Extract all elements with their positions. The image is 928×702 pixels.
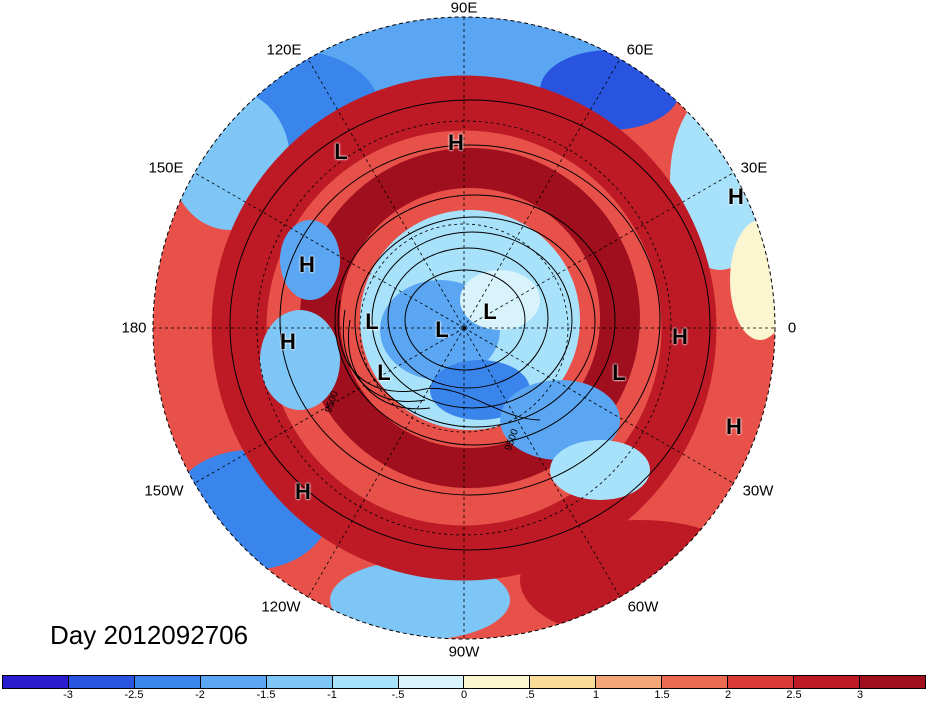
lon-label-90w: 90W	[448, 643, 480, 661]
pressure-center-h: H	[672, 324, 688, 349]
pressure-center-h: H	[728, 184, 744, 209]
colorbar-tick-label: -1	[327, 689, 337, 701]
pressure-center-h: H	[295, 479, 311, 504]
graticule	[153, 17, 775, 639]
colorbar-segment	[266, 676, 333, 688]
pressure-center-l: L	[612, 360, 626, 385]
pressure-center-l: L	[365, 309, 379, 334]
lon-label-150w: 150W	[144, 482, 184, 500]
colorbar-segment	[68, 676, 135, 688]
colorbar-segment	[530, 676, 597, 688]
colorbar-tick-label: 1	[592, 689, 600, 701]
colorbar-segment	[3, 676, 69, 688]
colorbar-segment	[859, 676, 925, 688]
height-contours	[229, 99, 711, 551]
pressure-center-l: L	[435, 317, 449, 342]
colorbar-tick-label: -2.5	[124, 689, 144, 701]
colorbar-segment	[662, 676, 729, 688]
pressure-center-h: H	[726, 414, 742, 439]
lon-label-30w: 30W	[742, 482, 774, 500]
lon-label-0: 0	[787, 319, 797, 337]
colorbar-segment	[332, 676, 399, 688]
colorbar-tick-label: -3	[63, 689, 73, 701]
pressure-center-l: L	[377, 360, 391, 385]
lon-label-150e: 150E	[148, 159, 184, 177]
pressure-center-h: H	[448, 130, 464, 155]
pressure-center-h: H	[280, 329, 296, 354]
pressure-center-l: L	[483, 299, 497, 324]
colorbar	[2, 675, 926, 689]
colorbar-segment	[200, 676, 267, 688]
anomaly-field	[153, 17, 775, 639]
lon-label-60w: 60W	[627, 598, 659, 616]
lon-label-120e: 120E	[266, 41, 302, 59]
colorbar-tick-label: 2.5	[786, 689, 802, 701]
pressure-center-h: H	[299, 252, 315, 277]
colorbar-segment	[464, 676, 531, 688]
colorbar-tick-label: -2	[195, 689, 205, 701]
colorbar-tick-label: 0	[460, 689, 468, 701]
colorbar-segment	[134, 676, 201, 688]
lon-label-60e: 60E	[626, 41, 654, 59]
colorbar-tick-label: 1.5	[654, 689, 670, 701]
colorbar-segment	[596, 676, 663, 688]
colorbar-tick-label: -1.5	[256, 689, 276, 701]
pressure-center-l: L	[334, 139, 348, 164]
day-label: Day 2012092706	[50, 620, 249, 650]
lon-label-30e: 30E	[740, 159, 768, 177]
colorbar-tick-label: .5	[525, 689, 535, 701]
colorbar-segment	[728, 676, 795, 688]
colorbar-segment	[794, 676, 860, 688]
lon-label-90e: 90E	[450, 0, 478, 17]
colorbar-tick-label: 3	[856, 689, 864, 701]
lon-label-180: 180	[121, 319, 147, 337]
lon-label-120w: 120W	[261, 598, 301, 616]
map-boundary	[152, 16, 776, 640]
colorbar-tick-label: -.5	[391, 689, 405, 701]
colorbar-tick-label: 2	[724, 689, 732, 701]
colorbar-segment	[398, 676, 465, 688]
